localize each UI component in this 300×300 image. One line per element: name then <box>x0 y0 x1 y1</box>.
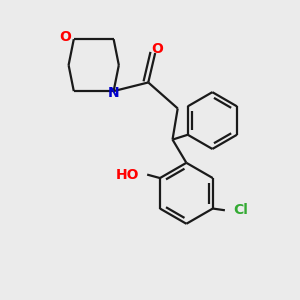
Text: N: N <box>108 86 119 100</box>
Text: Cl: Cl <box>234 203 248 217</box>
Text: HO: HO <box>116 168 139 182</box>
Text: O: O <box>151 42 163 56</box>
Text: O: O <box>59 30 71 44</box>
